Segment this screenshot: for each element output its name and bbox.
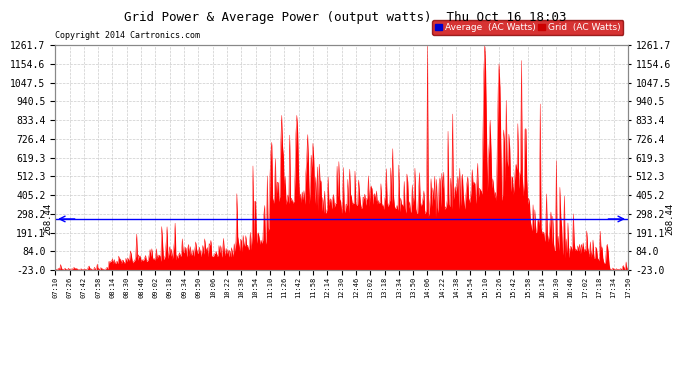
Text: Copyright 2014 Cartronics.com: Copyright 2014 Cartronics.com (55, 32, 200, 40)
Text: 268.44: 268.44 (665, 203, 674, 235)
Legend: Average  (AC Watts), Grid  (AC Watts): Average (AC Watts), Grid (AC Watts) (432, 20, 623, 34)
Text: 268.44: 268.44 (43, 203, 52, 235)
Text: Grid Power & Average Power (output watts)  Thu Oct 16 18:03: Grid Power & Average Power (output watts… (124, 11, 566, 24)
